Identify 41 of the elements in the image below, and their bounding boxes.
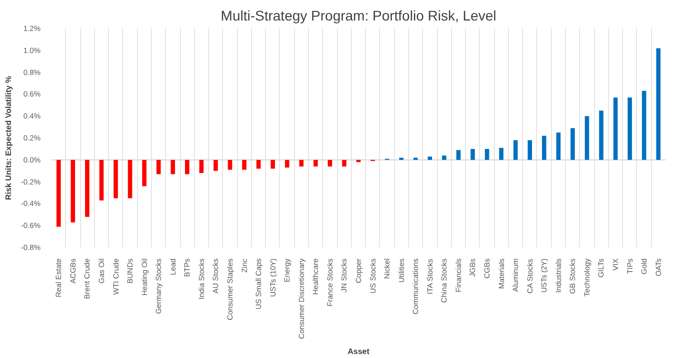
x-axis-title: Asset [348, 346, 370, 356]
bar [328, 160, 332, 166]
bar [128, 160, 132, 198]
bar [470, 148, 475, 160]
bar [342, 160, 346, 166]
bar [628, 97, 632, 160]
bar [214, 160, 218, 171]
bar [99, 160, 104, 200]
bar [156, 160, 161, 174]
bar [56, 160, 61, 227]
y-axis-title: Risk Units: Expected Volatility % [4, 76, 13, 200]
bar [513, 140, 518, 160]
bar [284, 160, 290, 168]
bar [85, 160, 90, 217]
bar [270, 160, 275, 169]
chart-title: Multi-Strategy Program: Portfolio Risk, Level [220, 8, 496, 24]
bar [484, 148, 490, 160]
bar [642, 90, 646, 160]
bar [556, 132, 561, 160]
bar [570, 128, 575, 160]
bar [528, 140, 532, 160]
bar [70, 160, 76, 222]
bar [499, 148, 504, 160]
bar [142, 160, 146, 186]
bar [228, 160, 232, 170]
bar [428, 156, 432, 160]
bar [170, 160, 176, 174]
bar [114, 160, 118, 198]
bar [456, 150, 461, 160]
bar [542, 136, 546, 160]
bar [242, 160, 246, 170]
bar [314, 160, 318, 166]
bar [199, 160, 204, 174]
bar [185, 160, 190, 174]
bar [256, 160, 261, 169]
bar [584, 116, 590, 160]
bar [442, 156, 446, 160]
bar [599, 110, 604, 160]
bar [656, 48, 660, 160]
bar [299, 160, 304, 166]
bar [613, 97, 618, 160]
